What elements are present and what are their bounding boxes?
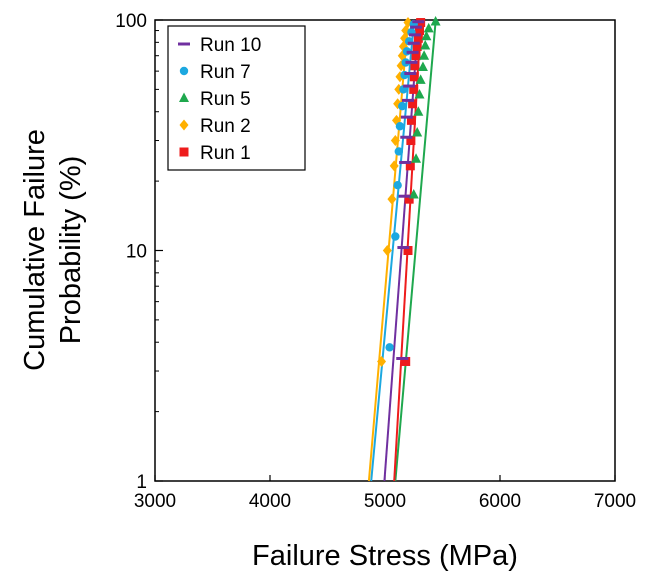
y-axis-ticks: 1 10 100 <box>115 11 163 493</box>
data-point <box>395 122 405 131</box>
data-point <box>404 194 414 204</box>
data-point <box>414 89 425 99</box>
x-tick-label: 6000 <box>479 491 521 512</box>
data-point <box>401 356 411 366</box>
y-axis-title-line-1: Cumulative Failure <box>19 129 51 371</box>
fit-line <box>394 21 437 482</box>
data-point <box>387 193 397 205</box>
data-markers <box>377 16 441 367</box>
data-point <box>406 115 416 125</box>
legend: Run 10 Run 7 Run 5 Run 2 Run 1 <box>167 25 306 171</box>
data-point <box>413 106 424 116</box>
data-point <box>377 355 387 367</box>
legend-swatch <box>179 92 189 102</box>
y-axis-title-line-2: Probability (%) <box>55 156 87 345</box>
x-tick-label: 5000 <box>364 491 406 512</box>
data-point <box>415 74 426 84</box>
data-point <box>385 343 394 352</box>
legend-swatch <box>179 119 189 131</box>
data-point <box>406 136 416 146</box>
x-tick-label: 3000 <box>134 491 176 512</box>
y-tick-label: 10 <box>126 242 147 263</box>
data-point <box>410 61 420 71</box>
data-point <box>417 61 428 72</box>
data-point <box>408 188 419 199</box>
data-point <box>412 127 423 137</box>
data-point <box>391 232 400 241</box>
legend-swatch <box>179 66 189 76</box>
data-point <box>403 246 413 255</box>
fit-line <box>383 21 420 482</box>
data-point <box>408 99 418 109</box>
data-point <box>393 180 402 190</box>
legend-swatch <box>179 147 189 157</box>
data-point <box>411 51 421 61</box>
legend-label: Run 5 <box>200 89 251 110</box>
data-point <box>421 30 432 41</box>
data-point <box>390 135 400 147</box>
y-tick-label: 100 <box>115 11 147 32</box>
x-tick-label: 7000 <box>594 491 636 512</box>
x-axis-title: Failure Stress (MPa) <box>252 540 518 572</box>
data-point <box>420 40 431 50</box>
x-axis-ticks: 3000 4000 5000 6000 7000 <box>134 475 636 512</box>
data-point <box>405 161 415 171</box>
legend-label: Run 1 <box>200 143 251 164</box>
data-point <box>389 160 399 172</box>
data-point <box>419 50 430 60</box>
data-point <box>382 245 392 256</box>
data-point <box>411 153 422 163</box>
data-point <box>409 72 419 82</box>
data-point <box>430 16 441 26</box>
legend-label: Run 2 <box>200 116 251 137</box>
legend-box <box>167 25 306 171</box>
legend-label: Run 7 <box>200 62 251 83</box>
data-point <box>394 147 403 156</box>
data-point <box>412 42 422 52</box>
legend-label: Run 10 <box>200 35 261 56</box>
data-point <box>398 101 407 111</box>
x-tick-label: 4000 <box>249 491 291 512</box>
data-point <box>415 26 424 36</box>
y-tick-label: 1 <box>136 472 147 493</box>
data-point <box>413 33 423 43</box>
data-point <box>409 84 419 94</box>
data-point <box>423 22 434 33</box>
